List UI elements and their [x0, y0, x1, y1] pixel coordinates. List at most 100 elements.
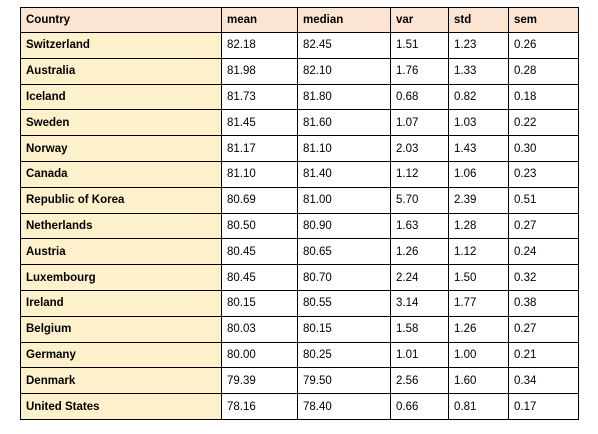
- table-row: Canada 81.10 81.40 1.12 1.06 0.23: [20, 160, 579, 188]
- cell-median: 80.65: [297, 238, 391, 266]
- cell-country: Canada: [20, 160, 222, 188]
- cell-median: 82.45: [297, 32, 391, 59]
- cell-mean: 80.45: [221, 264, 298, 291]
- cell-country: Norway: [20, 135, 222, 162]
- table-row: Austria 80.45 80.65 1.26 1.12 0.24: [20, 238, 579, 266]
- cell-median: 82.10: [297, 57, 391, 85]
- cell-median: 80.25: [297, 341, 391, 369]
- cell-var: 1.58: [390, 315, 449, 343]
- table-row: Switzerland 82.18 82.45 1.51 1.23 0.26: [20, 32, 579, 59]
- cell-var: 0.66: [390, 393, 449, 420]
- cell-std: 1.03: [448, 109, 509, 137]
- cell-mean: 80.03: [221, 315, 298, 343]
- cell-var: 1.51: [390, 32, 449, 59]
- cell-sem: 0.27: [508, 315, 579, 343]
- cell-mean: 81.10: [221, 160, 298, 188]
- cell-sem: 0.38: [508, 289, 579, 317]
- cell-var: 1.76: [390, 57, 449, 85]
- cell-country: Belgium: [20, 315, 222, 343]
- column-header-mean: mean: [221, 7, 298, 33]
- cell-std: 0.81: [448, 393, 509, 420]
- cell-mean: 78.16: [221, 393, 298, 420]
- cell-country: Netherlands: [20, 212, 222, 240]
- cell-sem: 0.28: [508, 57, 579, 85]
- cell-median: 81.00: [297, 186, 391, 214]
- cell-mean: 81.73: [221, 83, 298, 111]
- cell-median: 81.80: [297, 83, 391, 111]
- cell-var: 2.56: [390, 367, 449, 395]
- cell-std: 0.82: [448, 83, 509, 111]
- cell-country: Ireland: [20, 289, 222, 317]
- cell-var: 2.24: [390, 264, 449, 291]
- cell-var: 1.26: [390, 238, 449, 266]
- cell-country: Australia: [20, 57, 222, 85]
- cell-var: 1.01: [390, 341, 449, 369]
- table-row: Republic of Korea 80.69 81.00 5.70 2.39 0.51: [20, 186, 579, 214]
- cell-var: 0.68: [390, 83, 449, 111]
- table-row: United States 78.16 78.40 0.66 0.81 0.17: [20, 393, 579, 420]
- cell-mean: 80.50: [221, 212, 298, 240]
- cell-std: 2.39: [448, 186, 509, 214]
- country-stats-table: Country mean median var std sem Switzerl…: [20, 7, 579, 420]
- cell-median: 81.10: [297, 135, 391, 162]
- cell-sem: 0.17: [508, 393, 579, 420]
- table-row: Iceland 81.73 81.80 0.68 0.82 0.18: [20, 83, 579, 111]
- table-row: Ireland 80.15 80.55 3.14 1.77 0.38: [20, 289, 579, 317]
- cell-sem: 0.24: [508, 238, 579, 266]
- cell-var: 3.14: [390, 289, 449, 317]
- header-row: Country mean median var std sem: [20, 7, 579, 33]
- cell-sem: 0.30: [508, 135, 579, 162]
- cell-var: 5.70: [390, 186, 449, 214]
- cell-std: 1.50: [448, 264, 509, 291]
- cell-sem: 0.18: [508, 83, 579, 111]
- cell-country: United States: [20, 393, 222, 420]
- cell-median: 80.70: [297, 264, 391, 291]
- cell-mean: 81.98: [221, 57, 298, 85]
- cell-mean: 79.39: [221, 367, 298, 395]
- column-header-std: std: [448, 7, 509, 33]
- table-row: Belgium 80.03 80.15 1.58 1.26 0.27: [20, 315, 579, 343]
- cell-mean: 80.69: [221, 186, 298, 214]
- cell-median: 81.60: [297, 109, 391, 137]
- cell-median: 80.55: [297, 289, 391, 317]
- cell-country: Germany: [20, 341, 222, 369]
- cell-std: 1.77: [448, 289, 509, 317]
- cell-sem: 0.51: [508, 186, 579, 214]
- cell-std: 1.06: [448, 160, 509, 188]
- cell-sem: 0.27: [508, 212, 579, 240]
- cell-sem: 0.22: [508, 109, 579, 137]
- column-header-median: median: [297, 7, 391, 33]
- cell-country: Switzerland: [20, 32, 222, 59]
- cell-sem: 0.26: [508, 32, 579, 59]
- cell-sem: 0.34: [508, 367, 579, 395]
- cell-mean: 80.00: [221, 341, 298, 369]
- table-row: Sweden 81.45 81.60 1.07 1.03 0.22: [20, 109, 579, 137]
- table-row: Netherlands 80.50 80.90 1.63 1.28 0.27: [20, 212, 579, 240]
- table-row: Norway 81.17 81.10 2.03 1.43 0.30: [20, 135, 579, 162]
- cell-mean: 81.17: [221, 135, 298, 162]
- cell-std: 1.43: [448, 135, 509, 162]
- cell-sem: 0.32: [508, 264, 579, 291]
- column-header-var: var: [390, 7, 449, 33]
- column-header-country: Country: [20, 7, 222, 33]
- cell-mean: 80.15: [221, 289, 298, 317]
- cell-country: Republic of Korea: [20, 186, 222, 214]
- column-header-sem: sem: [508, 7, 579, 33]
- cell-median: 81.40: [297, 160, 391, 188]
- cell-median: 78.40: [297, 393, 391, 420]
- cell-std: 1.33: [448, 57, 509, 85]
- table-row: Luxembourg 80.45 80.70 2.24 1.50 0.32: [20, 264, 579, 291]
- cell-var: 1.63: [390, 212, 449, 240]
- cell-median: 80.90: [297, 212, 391, 240]
- cell-mean: 80.45: [221, 238, 298, 266]
- table-header: Country mean median var std sem: [20, 7, 579, 33]
- cell-std: 1.28: [448, 212, 509, 240]
- cell-std: 1.00: [448, 341, 509, 369]
- cell-country: Iceland: [20, 83, 222, 111]
- cell-sem: 0.21: [508, 341, 579, 369]
- cell-std: 1.60: [448, 367, 509, 395]
- cell-var: 1.07: [390, 109, 449, 137]
- cell-std: 1.12: [448, 238, 509, 266]
- cell-country: Luxembourg: [20, 264, 222, 291]
- cell-median: 80.15: [297, 315, 391, 343]
